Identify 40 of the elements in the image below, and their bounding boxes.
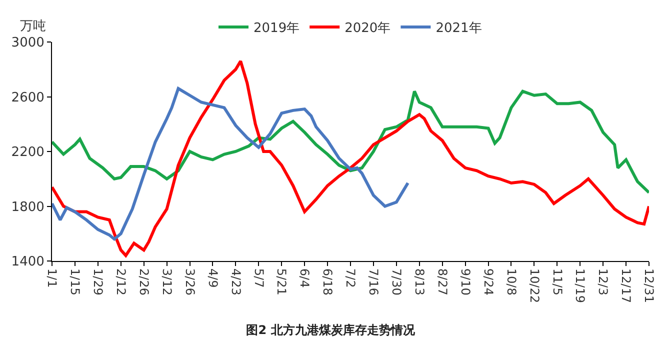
x-tick-label: 10/8 bbox=[504, 268, 518, 296]
x-tick-label: 7/2 bbox=[344, 268, 358, 288]
x-tick-label: 7/30 bbox=[390, 268, 404, 296]
y-tick-label: 2200 bbox=[11, 145, 44, 160]
x-tick-label: 8/27 bbox=[435, 268, 450, 296]
legend-label: 2019年 bbox=[254, 21, 300, 36]
y-tick-label: 1400 bbox=[11, 254, 44, 270]
line-series bbox=[52, 90, 649, 194]
x-tick-label: 4/9 bbox=[206, 268, 220, 288]
legend-label: 2021年 bbox=[436, 21, 482, 36]
x-tick-label: 1/15 bbox=[68, 268, 82, 296]
x-tick-label: 5/21 bbox=[274, 268, 289, 296]
x-tick-label: 1/29 bbox=[91, 268, 106, 296]
line-series bbox=[52, 87, 410, 241]
line-series bbox=[52, 60, 649, 258]
y-tick-label: 2600 bbox=[11, 90, 44, 106]
x-tick-label: 11/5 bbox=[550, 268, 564, 296]
x-tick-label: 9/10 bbox=[458, 268, 472, 296]
x-tick-label: 12/17 bbox=[619, 268, 634, 303]
x-tick-label: 6/18 bbox=[320, 268, 335, 296]
x-tick-label: 12/3 bbox=[596, 268, 610, 296]
y-tick-label: 3000 bbox=[11, 36, 44, 51]
legend-label: 2020年 bbox=[344, 21, 391, 36]
text: 图2 北方九港煤炭库存走势情况 bbox=[246, 323, 416, 338]
x-tick-label: 8/13 bbox=[412, 268, 426, 296]
x-tick-label: 2/12 bbox=[114, 268, 128, 296]
y-tick-label: 1800 bbox=[11, 200, 44, 215]
x-tick-label: 2/26 bbox=[136, 268, 151, 296]
x-tick-label: 3/12 bbox=[160, 268, 174, 296]
x-tick-label: 4/23 bbox=[228, 268, 243, 296]
x-tick-label: 7/16 bbox=[366, 268, 381, 296]
x-tick-label: 10/22 bbox=[527, 268, 542, 303]
x-tick-label: 1/1 bbox=[45, 268, 60, 288]
x-tick-label: 3/26 bbox=[182, 268, 197, 296]
x-tick-label: 12/31 bbox=[642, 268, 656, 303]
x-tick-label: 11/19 bbox=[573, 268, 588, 303]
x-tick-label: 6/4 bbox=[298, 268, 312, 288]
x-tick-label: 9/24 bbox=[481, 268, 496, 296]
x-tick-label: 5/7 bbox=[252, 268, 266, 288]
y-axis-title: 万吨 bbox=[20, 19, 46, 34]
